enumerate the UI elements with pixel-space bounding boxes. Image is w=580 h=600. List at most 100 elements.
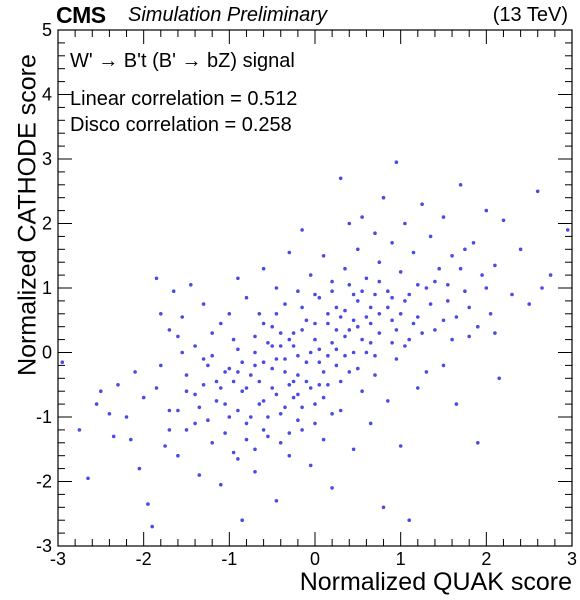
scatter-point — [133, 370, 137, 374]
scatter-point — [193, 392, 197, 397]
scatter-point — [300, 228, 304, 232]
scatter-point — [210, 441, 214, 445]
scatter-point — [231, 450, 236, 455]
scatter-point — [287, 453, 292, 458]
scatter-point — [317, 295, 322, 300]
scatter-point — [454, 315, 459, 319]
scatter-point — [334, 363, 339, 368]
scatter-point — [403, 344, 407, 348]
scatter-point — [189, 283, 193, 287]
scatter-point — [386, 305, 390, 310]
scatter-point — [296, 373, 300, 377]
scatter-point — [368, 421, 373, 426]
scatter-point — [193, 421, 197, 426]
scatter-point — [300, 428, 304, 432]
scatter-point — [343, 334, 347, 339]
y-tick-label: -3 — [36, 536, 52, 556]
scatter-point — [236, 370, 240, 374]
scatter-point — [351, 292, 356, 297]
scatter-point — [201, 357, 206, 361]
scatter-point — [364, 276, 369, 281]
scatter-point — [227, 366, 232, 371]
scatter-point — [386, 289, 390, 294]
scatter-point — [197, 405, 202, 410]
scatter-point — [214, 379, 219, 384]
scatter-point — [373, 292, 377, 297]
scatter-point — [116, 383, 120, 387]
scatter-point — [236, 408, 240, 413]
scatter-point — [540, 286, 544, 290]
scatter-point — [240, 389, 244, 394]
scatter-point — [236, 347, 240, 352]
scatter-point — [321, 370, 326, 374]
scatter-point — [446, 299, 450, 303]
scatter-point — [330, 486, 334, 490]
scatter-point — [86, 476, 90, 481]
scatter-point — [398, 270, 403, 274]
x-tick-label: -2 — [136, 549, 152, 569]
scatter-point — [360, 389, 364, 394]
scatter-point — [394, 328, 399, 332]
scatter-point — [334, 347, 339, 352]
scatter-point — [244, 386, 249, 390]
scatter-point — [390, 341, 394, 345]
scatter-point — [381, 195, 386, 200]
x-tick-label: -1 — [221, 549, 237, 569]
scatter-point — [321, 254, 326, 258]
scatter-point — [287, 250, 292, 255]
scatter-point — [244, 437, 249, 442]
scatter-point — [326, 312, 330, 316]
scatter-point — [167, 328, 172, 332]
y-tick-label: 0 — [42, 343, 52, 363]
scatter-point — [471, 241, 476, 245]
scatter-point — [274, 286, 279, 290]
scatter-point — [266, 341, 270, 345]
scatter-point — [249, 415, 253, 419]
scatter-point — [428, 234, 433, 239]
scatter-point — [334, 305, 339, 310]
scatter-point — [77, 428, 82, 432]
scatter-point — [441, 318, 446, 323]
x-axis-label: Normalized QUAK score — [299, 568, 572, 596]
scatter-point — [257, 402, 262, 406]
scatter-point — [176, 334, 180, 339]
scatter-point — [510, 292, 514, 297]
scatter-point — [180, 315, 184, 319]
scatter-point — [304, 360, 309, 365]
scatter-point — [313, 402, 317, 406]
scatter-point — [347, 283, 352, 287]
scatter-point — [330, 341, 334, 345]
scatter-point — [261, 428, 266, 432]
scatter-point — [433, 279, 437, 284]
scatter-point — [403, 221, 407, 226]
scatter-point — [184, 428, 189, 432]
scatter-point — [159, 312, 163, 316]
scatter-point — [227, 415, 232, 419]
scatter-point — [441, 215, 446, 219]
scatter-point — [60, 360, 65, 365]
scatter-point — [223, 370, 227, 374]
scatter-point — [424, 370, 429, 374]
scatter-point — [364, 350, 369, 355]
scatter-point — [390, 241, 394, 245]
energy-label: (13 TeV) — [492, 4, 568, 26]
scatter-point — [308, 463, 313, 468]
scatter-point — [403, 299, 407, 303]
scatter-point — [193, 344, 197, 348]
scatter-point — [283, 302, 287, 306]
scatter-point — [308, 350, 313, 355]
scatter-point — [476, 324, 480, 329]
scatter-point — [206, 363, 210, 368]
scatter-point — [377, 260, 382, 265]
scatter-point — [368, 305, 373, 310]
scatter-point — [463, 247, 467, 252]
scatter-point — [266, 434, 270, 439]
scatter-point — [257, 312, 262, 316]
scatter-point — [390, 318, 394, 323]
scatter-point — [356, 366, 360, 371]
scatter-point — [446, 283, 450, 287]
scatter-point — [535, 189, 540, 194]
y-tick-label: 4 — [42, 85, 52, 105]
scatter-point — [313, 421, 317, 426]
scatter-point — [416, 386, 420, 390]
